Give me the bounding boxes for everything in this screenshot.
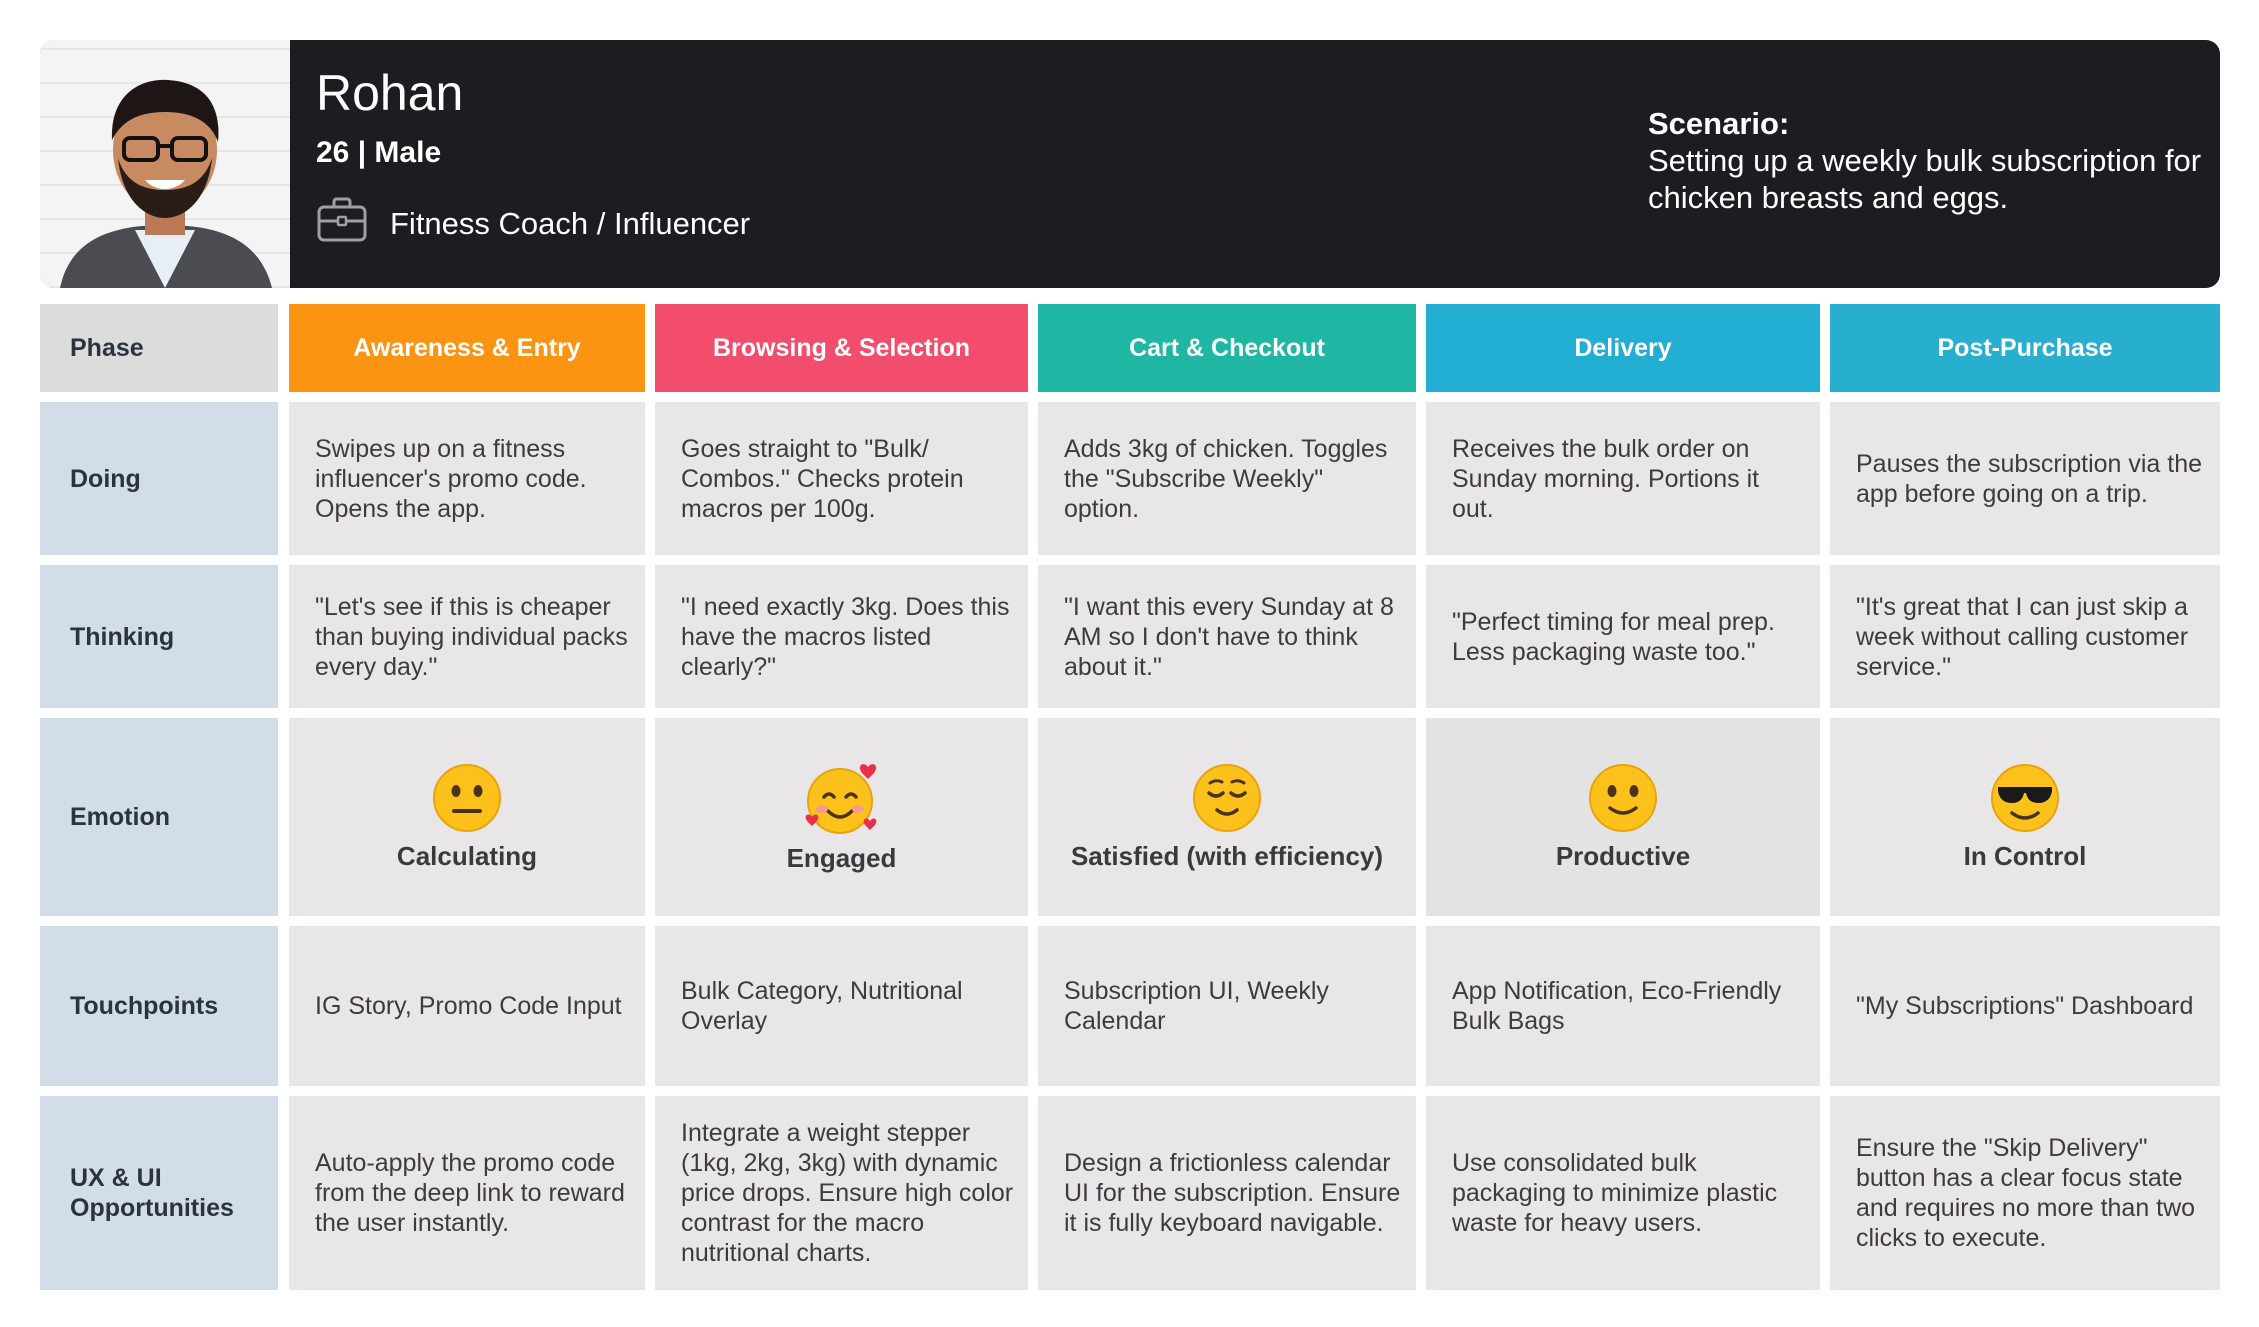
phase-header-post-purchase: Post-Purchase: [1830, 304, 2220, 392]
emotion-label: Productive: [1555, 841, 1691, 871]
persona-age-gender: 26 | Male: [316, 136, 442, 169]
emotion-cell: Satisfied (with efficiency): [1038, 718, 1416, 916]
thinking-cell: "Let's see if this is cheaper than buyin…: [289, 565, 645, 708]
touchpoints-cell: Bulk Category, Nutritional Overlay: [655, 926, 1028, 1086]
thinking-cell: "Perfect timing for meal prep. Less pack…: [1426, 565, 1820, 708]
ux-opportunity-cell: Design a frictionless calendar UI for th…: [1038, 1096, 1416, 1290]
row-label-touchpoints: Touchpoints: [40, 926, 278, 1086]
briefcase-icon: [317, 197, 367, 242]
ux-opportunity-cell: Use consolidated bulk packaging to minim…: [1426, 1096, 1820, 1290]
emotion-label: Calculating: [396, 841, 538, 871]
doing-cell: Goes straight to "Bulk/ Combos." Checks …: [655, 402, 1028, 555]
touchpoints-cell: Subscription UI, Weekly Calendar: [1038, 926, 1416, 1086]
thinking-cell: "I want this every Sunday at 8 AM so I d…: [1038, 565, 1416, 708]
doing-cell: Pauses the subscription via the app befo…: [1830, 402, 2220, 555]
persona-name: Rohan: [316, 65, 464, 121]
persona-avatar: [40, 40, 290, 288]
row-label-doing: Doing: [40, 402, 278, 555]
emotion-cell: Calculating: [289, 718, 645, 916]
smiling-face-with-hearts-icon: [805, 764, 876, 834]
row-label-emotion: Emotion: [40, 718, 278, 916]
doing-cell: Swipes up on a fitness influencer's prom…: [289, 402, 645, 555]
doing-cell: Adds 3kg of chicken. Toggles the "Subscr…: [1038, 402, 1416, 555]
ux-opportunity-cell: Ensure the "Skip Delivery" button has a …: [1830, 1096, 2220, 1290]
persona-occupation: Fitness Coach / Influencer: [390, 206, 751, 241]
row-label-thinking: Thinking: [40, 565, 278, 708]
touchpoints-cell: App Notification, Eco-Friendly Bulk Bags: [1426, 926, 1820, 1086]
phase-header-delivery: Delivery: [1426, 304, 1820, 392]
phase-header-browsing: Browsing & Selection: [655, 304, 1028, 392]
thinking-cell: "I need exactly 3kg. Does this have the …: [655, 565, 1028, 708]
relieved-face-icon: [1193, 764, 1261, 832]
doing-cell: Receives the bulk order on Sunday mornin…: [1426, 402, 1820, 555]
sunglasses-face-icon: [1991, 764, 2059, 832]
ux-opportunity-cell: Integrate a weight stepper (1kg, 2kg, 3k…: [655, 1096, 1028, 1290]
emotion-label: In Control: [1963, 841, 2087, 871]
phase-header-checkout: Cart & Checkout: [1038, 304, 1416, 392]
thinking-cell: "It's great that I can just skip a week …: [1830, 565, 2220, 708]
phase-header-awareness: Awareness & Entry: [289, 304, 645, 392]
row-label-phase: Phase: [40, 304, 278, 392]
scenario-label: Scenario:: [1648, 106, 1790, 141]
emotion-cell: In Control: [1830, 718, 2220, 916]
touchpoints-cell: "My Subscriptions" Dashboard: [1830, 926, 2220, 1086]
neutral-face-icon: [433, 764, 501, 832]
emotion-cell: Engaged: [655, 718, 1028, 916]
slightly-smiling-face-icon: [1589, 764, 1657, 832]
emotion-label: Satisfied (with efficiency): [1070, 841, 1384, 871]
persona-header: Rohan 26 | Male Fitness Coach / Influenc…: [40, 40, 2220, 288]
ux-opportunity-cell: Auto-apply the promo code from the deep …: [289, 1096, 645, 1290]
emotion-cell: Productive: [1426, 718, 1820, 916]
row-label-ux: UX & UI Opportunities: [40, 1096, 278, 1290]
emotion-label: Engaged: [786, 843, 897, 873]
touchpoints-cell: IG Story, Promo Code Input: [289, 926, 645, 1086]
scenario-text: Setting up a weekly bulk subscription fo…: [1648, 143, 2202, 215]
